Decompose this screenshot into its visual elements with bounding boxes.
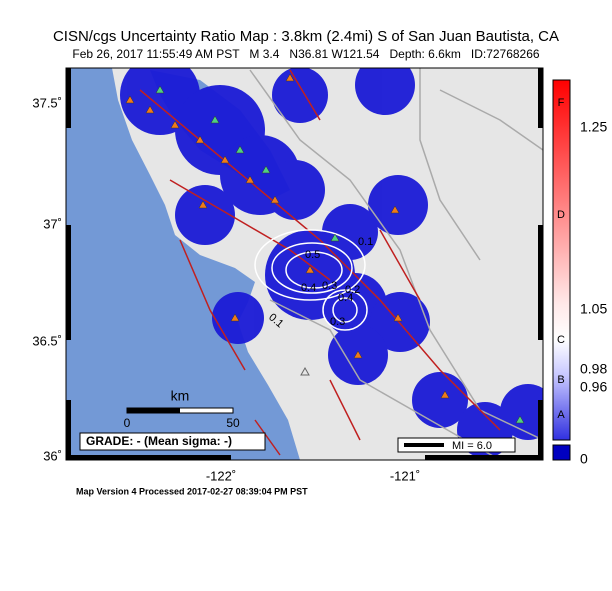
mi-text: MI = 6.0 (452, 440, 492, 452)
footer: Map Version 4 Processed 2017-02-27 08:39… (76, 486, 308, 496)
scale-label: 50 (226, 416, 240, 430)
lat-label: 36.5˚ (32, 333, 62, 348)
lat-label: 37˚ (43, 216, 62, 231)
grade-letter: C (557, 334, 565, 346)
subtitle: Feb 26, 2017 11:55:49 AM PST M 3.4 N36.8… (72, 47, 540, 61)
contour-label: 0.4 (338, 292, 353, 304)
contour-label: 0.5 (305, 249, 320, 261)
contour-label: 0.1 (358, 236, 373, 248)
lat-label: 36˚ (43, 448, 62, 463)
colorbar (552, 79, 571, 441)
grade-letter: D (557, 209, 565, 221)
grade-box (79, 432, 266, 451)
frame-ticks (66, 68, 543, 460)
lon-label: -122˚ (206, 468, 236, 483)
contour-label: 0.3 (330, 316, 345, 328)
colorbar-value: 0 (580, 451, 588, 467)
mi-bar (404, 443, 444, 447)
scale-label: 0 (124, 416, 131, 430)
lat-label: 37.5˚ (32, 95, 62, 110)
title: CISN/cgs Uncertainty Ratio Map : 3.8km (… (53, 28, 559, 45)
colorbar-value: 0.98 (580, 361, 607, 377)
grade-text: GRADE: - (Mean sigma: -) (86, 434, 232, 448)
map-area: 0.1 0.2 0.3 0.4 0.3 0.5 0.4 0.1 (66, 68, 543, 460)
ocean (66, 68, 300, 460)
lon-label: -121˚ (390, 468, 420, 483)
scale-unit: km (171, 388, 190, 404)
scale-bar-segment (127, 408, 180, 413)
contour-label: 0.2 (345, 284, 360, 296)
colorbar-grades: F D C B A (557, 97, 565, 421)
mi-box (397, 437, 516, 453)
colorbar-value: 1.05 (580, 301, 607, 317)
grade-letter: F (558, 97, 565, 109)
colorbar-values: 1.25 1.05 0.98 0.96 0 (580, 119, 607, 467)
colorbar-zero (552, 444, 571, 461)
contour-label: 0.3 (322, 280, 337, 292)
colorbar-value: 1.25 (580, 119, 607, 135)
contours (254, 229, 368, 331)
colorbar-value: 0.96 (580, 379, 607, 395)
epicenter-marker (300, 366, 310, 376)
grade-letter: B (557, 374, 564, 386)
grade-letter: A (557, 409, 565, 421)
contour-label: 0.4 (301, 282, 316, 294)
